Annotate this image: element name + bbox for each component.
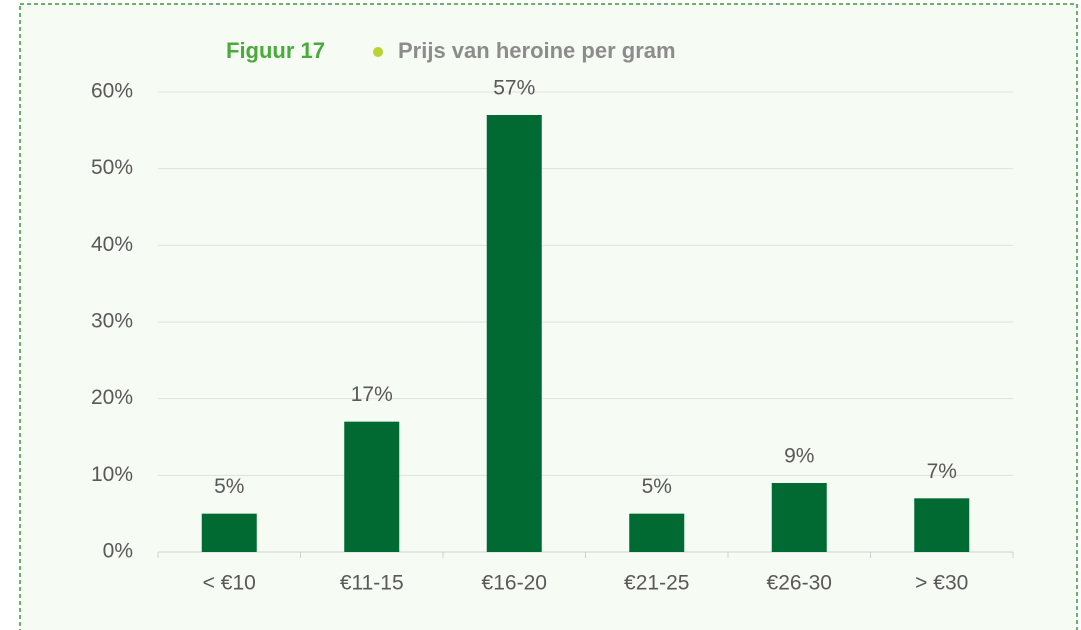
chart-title: Prijs van heroine per gram [398, 38, 676, 63]
data-label: 5% [214, 475, 244, 498]
data-label: 9% [784, 445, 814, 468]
bar [344, 421, 400, 552]
y-tick-label: 60% [91, 80, 133, 103]
bar [201, 513, 257, 552]
y-tick-label: 0% [103, 540, 133, 563]
data-label: 17% [351, 383, 393, 406]
x-tick-label: €16-20 [482, 572, 547, 595]
y-tick-label: 30% [91, 310, 133, 333]
y-tick-label: 10% [91, 463, 133, 486]
x-tick-label: > €30 [915, 572, 968, 595]
data-label: 57% [493, 77, 535, 100]
x-tick-label: €26-30 [767, 572, 832, 595]
y-tick-label: 20% [91, 386, 133, 409]
figure-label: Figuur 17 [226, 38, 325, 63]
data-label: 5% [642, 475, 672, 498]
chart-frame [19, 3, 1078, 630]
title-dot [373, 47, 383, 57]
bar [486, 115, 542, 552]
bar [629, 513, 685, 552]
x-tick-label: < €10 [203, 572, 256, 595]
x-tick-label: €21-25 [624, 572, 689, 595]
bar [771, 483, 827, 552]
bar [914, 498, 970, 552]
y-tick-label: 40% [91, 233, 133, 256]
data-label: 7% [927, 460, 957, 483]
y-tick-label: 50% [91, 156, 133, 179]
x-tick-label: €11-15 [340, 572, 404, 595]
